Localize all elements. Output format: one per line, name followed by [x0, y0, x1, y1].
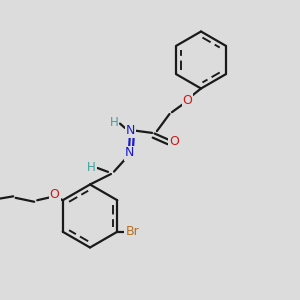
Text: O: O	[169, 135, 179, 148]
Text: N: N	[125, 146, 135, 160]
Text: H: H	[110, 116, 118, 129]
Text: O: O	[183, 94, 192, 107]
Text: O: O	[50, 188, 60, 201]
Text: N: N	[126, 124, 135, 137]
Text: H: H	[87, 160, 96, 174]
Text: Br: Br	[125, 225, 139, 238]
